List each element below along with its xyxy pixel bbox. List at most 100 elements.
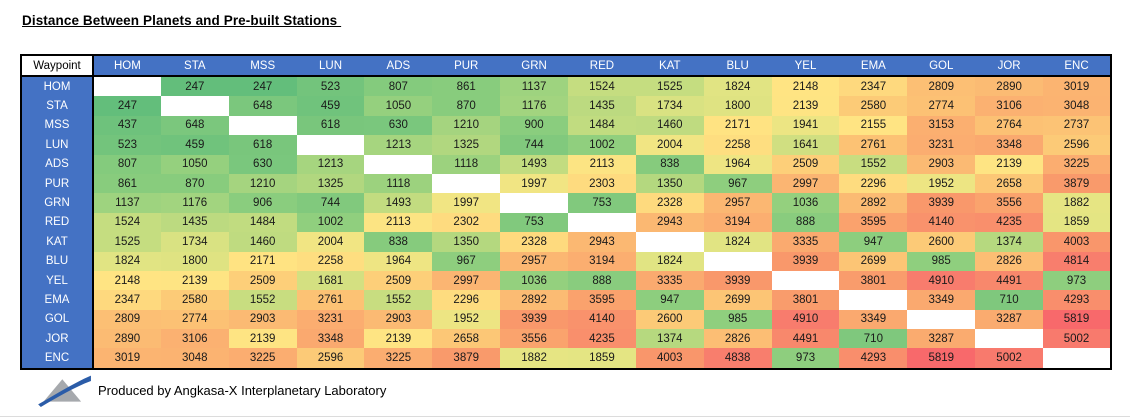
matrix-cell-enc-lun[interactable]: 2596 <box>296 348 365 369</box>
matrix-cell-ema-pur[interactable]: 2296 <box>432 290 501 310</box>
matrix-cell-sta-pur[interactable]: 870 <box>432 96 501 116</box>
matrix-cell-enc-gol[interactable]: 5819 <box>907 348 976 369</box>
matrix-cell-red-blu[interactable]: 3194 <box>703 212 772 233</box>
matrix-cell-blu-ema[interactable]: 2699 <box>839 251 908 271</box>
row-header-gol[interactable]: GOL <box>21 309 94 330</box>
matrix-cell-hom-sta[interactable]: 247 <box>160 76 229 97</box>
matrix-cell-pur-enc[interactable]: 3879 <box>1043 173 1111 194</box>
matrix-cell-blu-hom[interactable]: 1824 <box>93 251 161 271</box>
matrix-cell-yel-blu[interactable]: 3939 <box>703 270 772 291</box>
matrix-cell-yel-jor[interactable]: 4491 <box>975 270 1044 291</box>
matrix-cell-red-yel[interactable]: 888 <box>771 212 840 233</box>
matrix-cell-pur-hom[interactable]: 861 <box>93 173 161 194</box>
matrix-cell-ema-red[interactable]: 3595 <box>568 290 636 310</box>
matrix-cell-enc-jor[interactable]: 5002 <box>975 348 1044 369</box>
matrix-cell-gol-enc[interactable]: 5819 <box>1043 309 1111 330</box>
matrix-cell-ema-hom[interactable]: 2347 <box>93 290 161 310</box>
matrix-cell-pur-gol[interactable]: 1952 <box>907 173 976 194</box>
matrix-cell-gol-jor[interactable]: 3287 <box>975 309 1044 330</box>
matrix-cell-gol-blu[interactable]: 985 <box>703 309 772 330</box>
matrix-cell-jor-hom[interactable]: 2890 <box>93 329 161 349</box>
column-header-hom[interactable]: HOM <box>93 55 161 76</box>
matrix-cell-enc-red[interactable]: 1859 <box>568 348 636 369</box>
matrix-cell-grn-kat[interactable]: 2328 <box>635 193 704 213</box>
matrix-cell-kat-red[interactable]: 2943 <box>568 232 636 252</box>
matrix-cell-gol-sta[interactable]: 2774 <box>160 309 229 330</box>
matrix-cell-grn-hom[interactable]: 1137 <box>93 193 161 213</box>
matrix-cell-mss-ads[interactable]: 630 <box>364 115 433 136</box>
matrix-cell-sta-blu[interactable]: 1800 <box>703 96 772 116</box>
matrix-cell-enc-grn[interactable]: 1882 <box>500 348 569 369</box>
row-header-grn[interactable]: GRN <box>21 193 94 213</box>
column-header-kat[interactable]: KAT <box>635 55 704 76</box>
matrix-cell-yel-yel[interactable] <box>771 270 840 291</box>
matrix-cell-kat-gol[interactable]: 2600 <box>907 232 976 252</box>
matrix-cell-ads-hom[interactable]: 807 <box>93 154 161 174</box>
matrix-cell-red-ema[interactable]: 3595 <box>839 212 908 233</box>
column-header-pur[interactable]: PUR <box>432 55 501 76</box>
matrix-cell-ema-jor[interactable]: 710 <box>975 290 1044 310</box>
matrix-cell-mss-yel[interactable]: 1941 <box>771 115 840 136</box>
matrix-cell-grn-mss[interactable]: 906 <box>228 193 297 213</box>
matrix-cell-lun-pur[interactable]: 1325 <box>432 135 501 155</box>
matrix-cell-kat-kat[interactable] <box>635 232 704 252</box>
column-header-sta[interactable]: STA <box>160 55 229 76</box>
matrix-cell-mss-pur[interactable]: 1210 <box>432 115 501 136</box>
matrix-cell-ads-pur[interactable]: 1118 <box>432 154 501 174</box>
matrix-cell-mss-kat[interactable]: 1460 <box>635 115 704 136</box>
matrix-cell-grn-sta[interactable]: 1176 <box>160 193 229 213</box>
matrix-cell-hom-ads[interactable]: 807 <box>364 76 433 97</box>
matrix-cell-blu-red[interactable]: 3194 <box>568 251 636 271</box>
matrix-cell-lun-grn[interactable]: 744 <box>500 135 569 155</box>
matrix-cell-enc-sta[interactable]: 3048 <box>160 348 229 369</box>
matrix-cell-sta-lun[interactable]: 459 <box>296 96 365 116</box>
matrix-cell-grn-blu[interactable]: 2957 <box>703 193 772 213</box>
matrix-cell-hom-hom[interactable] <box>93 76 161 97</box>
matrix-cell-pur-ema[interactable]: 2296 <box>839 173 908 194</box>
matrix-cell-grn-gol[interactable]: 3939 <box>907 193 976 213</box>
matrix-cell-red-pur[interactable]: 2302 <box>432 212 501 233</box>
matrix-cell-kat-hom[interactable]: 1525 <box>93 232 161 252</box>
matrix-cell-ema-grn[interactable]: 2892 <box>500 290 569 310</box>
matrix-cell-kat-yel[interactable]: 3335 <box>771 232 840 252</box>
matrix-cell-ads-mss[interactable]: 630 <box>228 154 297 174</box>
matrix-cell-blu-kat[interactable]: 1824 <box>635 251 704 271</box>
matrix-cell-ema-blu[interactable]: 2699 <box>703 290 772 310</box>
matrix-cell-blu-pur[interactable]: 967 <box>432 251 501 271</box>
column-header-grn[interactable]: GRN <box>500 55 569 76</box>
matrix-cell-red-hom[interactable]: 1524 <box>93 212 161 233</box>
matrix-cell-pur-grn[interactable]: 1997 <box>500 173 569 194</box>
matrix-cell-gol-yel[interactable]: 4910 <box>771 309 840 330</box>
row-header-jor[interactable]: JOR <box>21 329 94 349</box>
column-header-enc[interactable]: ENC <box>1043 55 1111 76</box>
column-header-lun[interactable]: LUN <box>296 55 365 76</box>
matrix-cell-gol-hom[interactable]: 2809 <box>93 309 161 330</box>
matrix-cell-ads-red[interactable]: 2113 <box>568 154 636 174</box>
matrix-cell-grn-red[interactable]: 753 <box>568 193 636 213</box>
matrix-cell-pur-blu[interactable]: 967 <box>703 173 772 194</box>
matrix-cell-grn-yel[interactable]: 1036 <box>771 193 840 213</box>
matrix-cell-lun-ads[interactable]: 1213 <box>364 135 433 155</box>
matrix-cell-mss-ema[interactable]: 2155 <box>839 115 908 136</box>
matrix-cell-ema-mss[interactable]: 1552 <box>228 290 297 310</box>
matrix-cell-hom-pur[interactable]: 861 <box>432 76 501 97</box>
matrix-cell-ads-enc[interactable]: 3225 <box>1043 154 1111 174</box>
matrix-cell-blu-sta[interactable]: 1800 <box>160 251 229 271</box>
column-header-ads[interactable]: ADS <box>364 55 433 76</box>
matrix-cell-red-mss[interactable]: 1484 <box>228 212 297 233</box>
matrix-cell-yel-mss[interactable]: 2509 <box>228 270 297 291</box>
matrix-cell-red-kat[interactable]: 2943 <box>635 212 704 233</box>
matrix-cell-blu-blu[interactable] <box>703 251 772 271</box>
matrix-cell-hom-jor[interactable]: 2890 <box>975 76 1044 97</box>
matrix-cell-kat-enc[interactable]: 4003 <box>1043 232 1111 252</box>
matrix-cell-kat-lun[interactable]: 2004 <box>296 232 365 252</box>
matrix-cell-enc-mss[interactable]: 3225 <box>228 348 297 369</box>
matrix-cell-ads-yel[interactable]: 2509 <box>771 154 840 174</box>
matrix-cell-lun-jor[interactable]: 3348 <box>975 135 1044 155</box>
matrix-cell-gol-gol[interactable] <box>907 309 976 330</box>
matrix-cell-sta-hom[interactable]: 247 <box>93 96 161 116</box>
matrix-cell-lun-kat[interactable]: 2004 <box>635 135 704 155</box>
matrix-cell-sta-enc[interactable]: 3048 <box>1043 96 1111 116</box>
matrix-cell-kat-grn[interactable]: 2328 <box>500 232 569 252</box>
matrix-cell-jor-yel[interactable]: 4491 <box>771 329 840 349</box>
